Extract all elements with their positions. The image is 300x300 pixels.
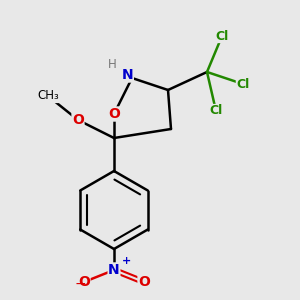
Text: +: + [122, 256, 131, 266]
Text: O: O [108, 107, 120, 121]
Text: CH₃: CH₃ [37, 89, 59, 103]
Text: −: − [75, 277, 87, 291]
Text: O: O [72, 113, 84, 127]
Text: methoxy: methoxy [45, 116, 51, 117]
Text: N: N [108, 263, 120, 277]
Text: Cl: Cl [236, 77, 250, 91]
Text: methoxy: methoxy [42, 92, 48, 93]
Text: Cl: Cl [215, 29, 229, 43]
Text: O: O [138, 275, 150, 289]
Text: O: O [78, 275, 90, 289]
Text: Cl: Cl [209, 104, 223, 118]
Text: H: H [108, 58, 117, 71]
Text: N: N [122, 68, 133, 82]
